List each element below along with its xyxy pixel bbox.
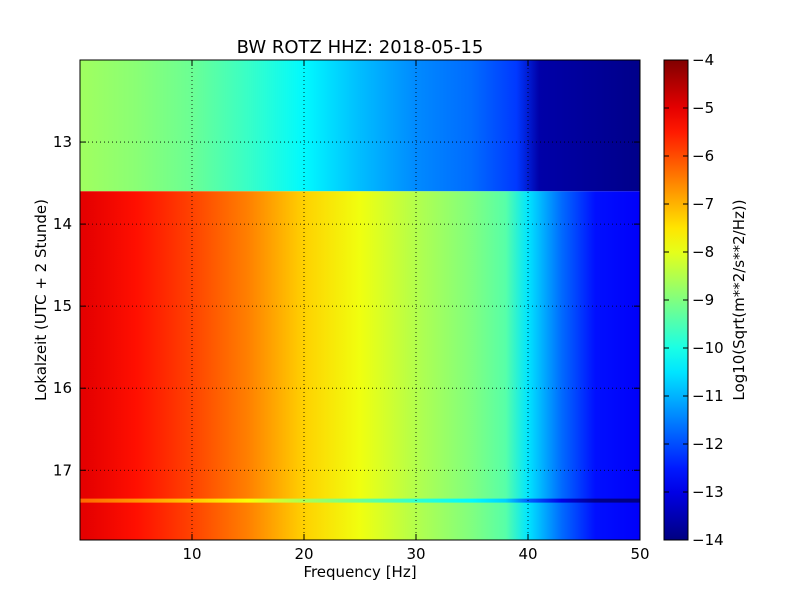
y-tick-label: 17 xyxy=(53,461,72,479)
spectrogram-segment-1 xyxy=(80,60,640,192)
x-tick-label: 30 xyxy=(406,545,425,563)
x-axis-label: Frequency [Hz] xyxy=(303,563,416,581)
y-axis-ticks: 13 14 15 16 17 xyxy=(53,133,640,479)
colorbar-tick-label: −8 xyxy=(692,243,714,261)
colorbar-tick-label: −13 xyxy=(692,483,724,501)
chart-title: BW ROTZ HHZ: 2018-05-15 xyxy=(237,37,484,58)
plot-frame xyxy=(79,59,641,541)
colorbar-tick-label: −7 xyxy=(692,195,714,213)
colorbar-tick-label: −9 xyxy=(692,291,714,309)
x-tick-label: 10 xyxy=(182,545,201,563)
y-axis-label: Lokalzeit (UTC + 2 Stunde) xyxy=(32,199,50,401)
colorbar-tick-label: −4 xyxy=(692,51,714,69)
y-tick-label: 13 xyxy=(53,133,72,151)
colorbar-label: Log10(Sqrt(m**2/s**2/Hz)) xyxy=(730,199,748,400)
y-tick-label: 16 xyxy=(53,379,72,397)
y-tick-label: 15 xyxy=(53,297,72,315)
colorbar-tick-label: −10 xyxy=(692,339,724,357)
x-tick-label: 20 xyxy=(294,545,313,563)
colorbar-tick-label: −14 xyxy=(692,531,724,549)
grid-lines xyxy=(80,60,640,540)
colorbar-tick-label: −5 xyxy=(692,99,714,117)
x-axis-ticks: 10 20 30 40 50 xyxy=(182,60,650,563)
spectrogram-streak xyxy=(80,498,640,503)
colorbar-tick-label: −12 xyxy=(692,435,724,453)
x-tick-label: 50 xyxy=(630,545,649,563)
x-tick-label: 40 xyxy=(518,545,537,563)
colorbar-tick-label: −11 xyxy=(692,387,724,405)
y-tick-label: 14 xyxy=(53,215,72,233)
plot-area xyxy=(80,60,640,541)
colorbar-tick-label: −6 xyxy=(692,147,714,165)
spectrogram-segment-2 xyxy=(80,191,640,541)
colorbar-ticks: −4 −5 −6 −7 −8 −9 −10 −11 −12 −13 −14 xyxy=(664,51,724,549)
